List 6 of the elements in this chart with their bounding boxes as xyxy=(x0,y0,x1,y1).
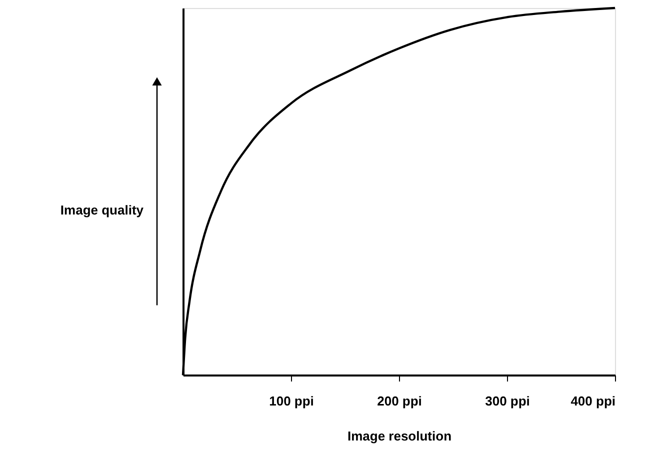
x-tick-label: 100 ppi xyxy=(269,394,314,408)
x-tick-label: 200 ppi xyxy=(377,394,422,408)
x-tick-label: 400 ppi xyxy=(570,394,616,408)
x-axis-title: Image resolution xyxy=(347,428,452,444)
x-tick-label: 300 ppi xyxy=(485,394,530,408)
y-axis-title: Image quality xyxy=(60,202,144,218)
